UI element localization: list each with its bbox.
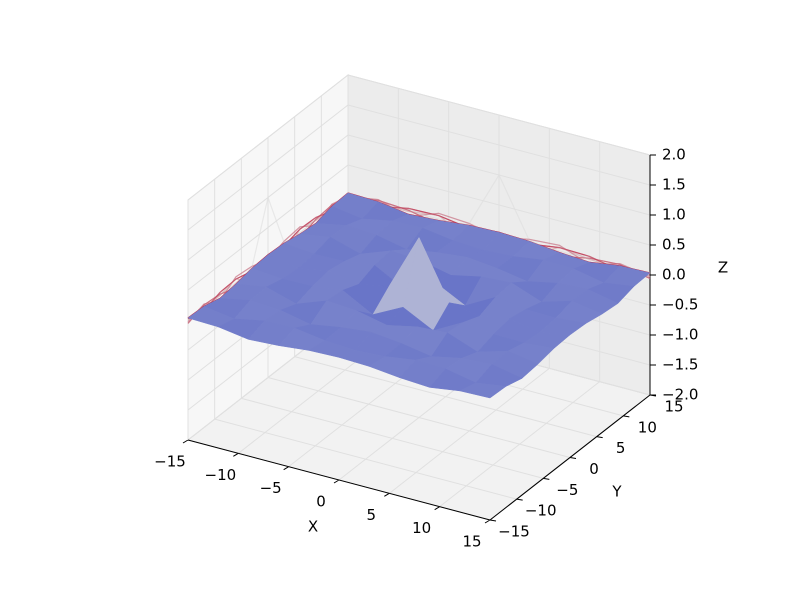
- grid-line: [187, 74, 349, 201]
- y-axis-line: [489, 394, 651, 521]
- y-tick-label: 10: [638, 418, 657, 436]
- grid-line: [294, 356, 597, 438]
- x-tick: [333, 479, 340, 484]
- y-tick-label: −15: [498, 523, 530, 541]
- z-tick-label: −2.0: [662, 386, 698, 404]
- y-tick: [543, 477, 550, 480]
- x-tick-label: 15: [462, 533, 481, 551]
- x-tick: [283, 466, 289, 471]
- y-tick: [489, 519, 497, 522]
- grid-line: [267, 377, 571, 458]
- surface-patch: [459, 382, 507, 399]
- x-tick-label: −5: [260, 479, 282, 497]
- y-tick-label: 15: [664, 398, 683, 416]
- y-tick-label: −5: [556, 481, 578, 499]
- grid-line: [214, 418, 517, 500]
- x-tick-label: 0: [316, 493, 326, 511]
- y-tick: [623, 415, 630, 418]
- z-tick-label: 1.5: [662, 176, 686, 194]
- x-axis-label: X: [308, 518, 318, 536]
- x-axis-line: [187, 439, 491, 521]
- z-axis-label: Z: [718, 259, 728, 277]
- x-tick: [434, 506, 440, 511]
- y-tick: [596, 436, 603, 439]
- z-tick-label: −0.5: [662, 296, 698, 314]
- x-tick-label: 5: [367, 506, 377, 524]
- y-tick: [569, 457, 577, 459]
- x-tick: [384, 492, 390, 497]
- grid-line: [187, 104, 349, 231]
- grid-line: [187, 164, 349, 291]
- y-tick-label: 0: [589, 460, 599, 478]
- x-tick-label: −10: [205, 466, 237, 484]
- y-axis-label: Y: [611, 483, 622, 501]
- x-tick-label: 10: [412, 519, 431, 537]
- z-tick-label: −1.5: [662, 356, 698, 374]
- x-tick: [233, 452, 239, 457]
- x-tick: [182, 439, 189, 444]
- grid-line: [241, 397, 544, 479]
- z-tick-label: 1.0: [662, 206, 686, 224]
- x-tick: [484, 519, 491, 524]
- grid-line: [347, 164, 651, 246]
- grid-line: [347, 104, 651, 186]
- y-tick-label: −10: [525, 502, 557, 520]
- x-tick-label: −15: [154, 453, 186, 471]
- y-tick: [516, 498, 523, 501]
- y-tick-label: 5: [616, 439, 626, 457]
- z-tick-label: −1.0: [662, 326, 698, 344]
- z-tick-label: 0.5: [662, 236, 686, 254]
- grid-line: [347, 74, 651, 156]
- z-tick-label: 2.0: [662, 146, 686, 164]
- z-tick-label: 0.0: [662, 266, 686, 284]
